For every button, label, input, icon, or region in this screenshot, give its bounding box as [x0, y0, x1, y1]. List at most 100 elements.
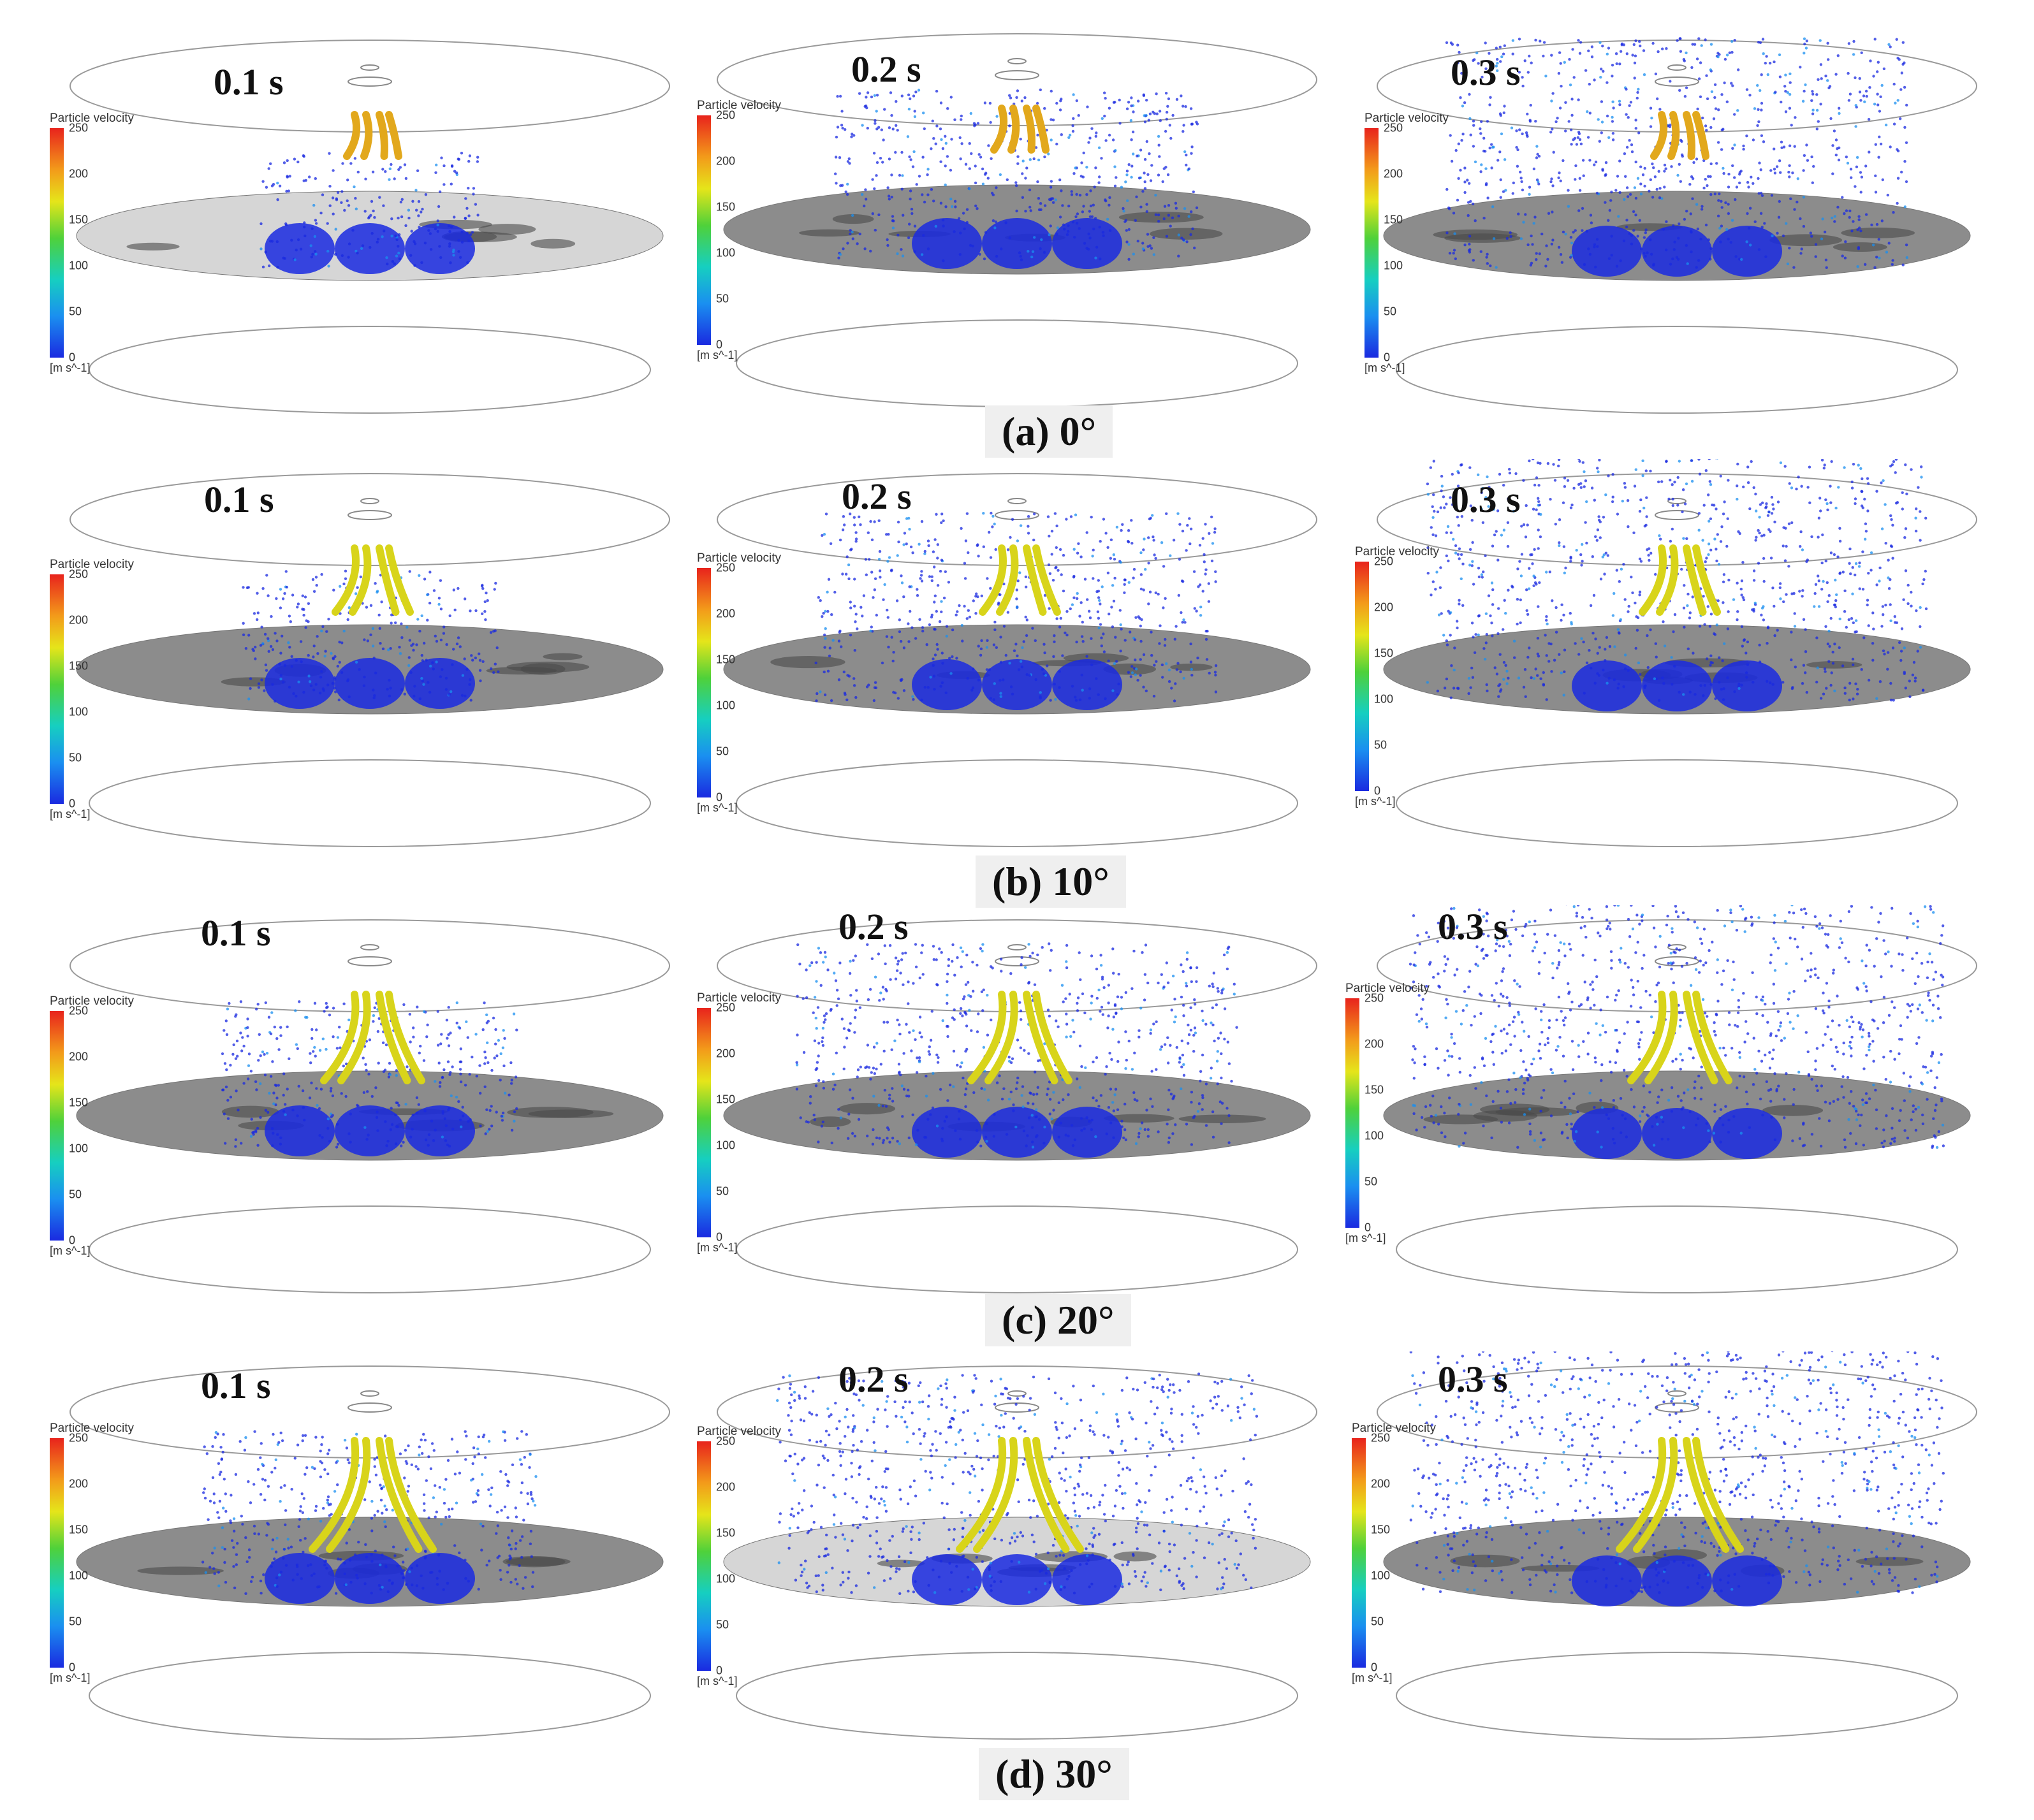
particle — [1785, 222, 1788, 225]
particle — [890, 196, 893, 199]
particle — [1157, 220, 1160, 223]
particle — [1104, 97, 1107, 100]
particle — [1793, 145, 1796, 148]
particle — [1581, 207, 1584, 210]
particle — [1639, 560, 1643, 563]
particle — [795, 1061, 798, 1064]
particle — [225, 1033, 229, 1037]
particle — [1440, 1105, 1443, 1109]
particle — [1596, 467, 1599, 470]
particle — [1611, 500, 1614, 504]
particle — [1570, 143, 1573, 146]
particle — [1717, 563, 1721, 566]
particle — [845, 1037, 849, 1040]
particle — [1139, 551, 1143, 555]
particle — [1208, 671, 1211, 675]
particle — [334, 690, 337, 694]
particle — [1738, 532, 1741, 535]
particle — [1773, 969, 1777, 972]
particle — [437, 602, 441, 606]
particle — [1821, 533, 1824, 537]
particle — [1048, 198, 1051, 201]
particle — [384, 170, 387, 173]
particle — [840, 1017, 844, 1021]
particle — [1890, 518, 1893, 521]
particle — [1788, 175, 1791, 178]
particle — [468, 1073, 471, 1076]
particle — [1681, 1058, 1684, 1062]
particle — [1070, 1124, 1074, 1127]
particle — [1133, 638, 1137, 641]
time-label: 0.2 s — [842, 476, 912, 517]
particle — [474, 656, 477, 660]
particle — [1754, 539, 1757, 542]
particle — [321, 193, 325, 196]
particle — [1560, 618, 1563, 622]
particle — [918, 618, 921, 621]
particle — [1173, 1095, 1176, 1098]
particle — [947, 957, 951, 961]
particle — [1673, 613, 1677, 616]
particle — [1139, 1007, 1143, 1010]
particle — [1150, 653, 1153, 657]
particle — [1574, 642, 1577, 645]
particle — [441, 668, 444, 671]
particle — [1182, 1074, 1186, 1077]
particle — [823, 1021, 826, 1024]
particle — [1790, 630, 1793, 634]
particle — [1891, 1126, 1894, 1130]
gas-jet — [360, 111, 373, 160]
particle — [1644, 523, 1648, 527]
particle — [386, 262, 389, 266]
particle — [1578, 138, 1582, 142]
particle — [374, 582, 377, 585]
particle — [1607, 47, 1611, 50]
particle — [1862, 982, 1866, 985]
particle — [1143, 998, 1146, 1001]
particle — [960, 114, 963, 118]
particle — [504, 1091, 507, 1095]
particle — [328, 1140, 332, 1143]
particle — [1481, 576, 1484, 579]
particle — [946, 107, 949, 110]
particle — [1192, 1033, 1196, 1037]
particle — [1854, 104, 1857, 107]
particle — [1474, 219, 1477, 222]
particle — [1871, 244, 1875, 247]
particle — [1085, 655, 1088, 658]
particle — [1500, 534, 1504, 537]
particle — [360, 247, 363, 250]
particle — [328, 152, 331, 155]
particle — [1625, 225, 1628, 229]
particle — [1872, 627, 1875, 630]
ground-crack — [1118, 212, 1204, 223]
particle — [902, 1088, 906, 1091]
particle — [900, 958, 904, 961]
particle — [1062, 553, 1065, 557]
particle — [302, 154, 305, 157]
particle — [1645, 496, 1648, 499]
particle — [1820, 588, 1824, 591]
particle — [412, 1035, 415, 1038]
particle — [1851, 657, 1855, 661]
particle — [837, 639, 841, 643]
particle — [1905, 244, 1908, 247]
particle — [1076, 1001, 1079, 1005]
particle — [795, 1088, 799, 1091]
particle — [946, 1099, 949, 1102]
ground-crack — [799, 229, 860, 237]
particle — [1522, 523, 1526, 527]
particle — [1817, 574, 1820, 578]
particle — [1681, 155, 1684, 158]
particle — [1154, 213, 1158, 216]
particle — [977, 153, 981, 156]
particle — [1924, 607, 1928, 611]
particle — [1891, 557, 1894, 560]
particle — [1715, 623, 1718, 627]
time-label: 0.1 s — [201, 912, 271, 954]
particle — [1831, 172, 1834, 175]
particle — [1100, 1005, 1104, 1009]
particle — [879, 1063, 882, 1066]
particle — [487, 1019, 490, 1023]
particle — [1880, 625, 1884, 628]
